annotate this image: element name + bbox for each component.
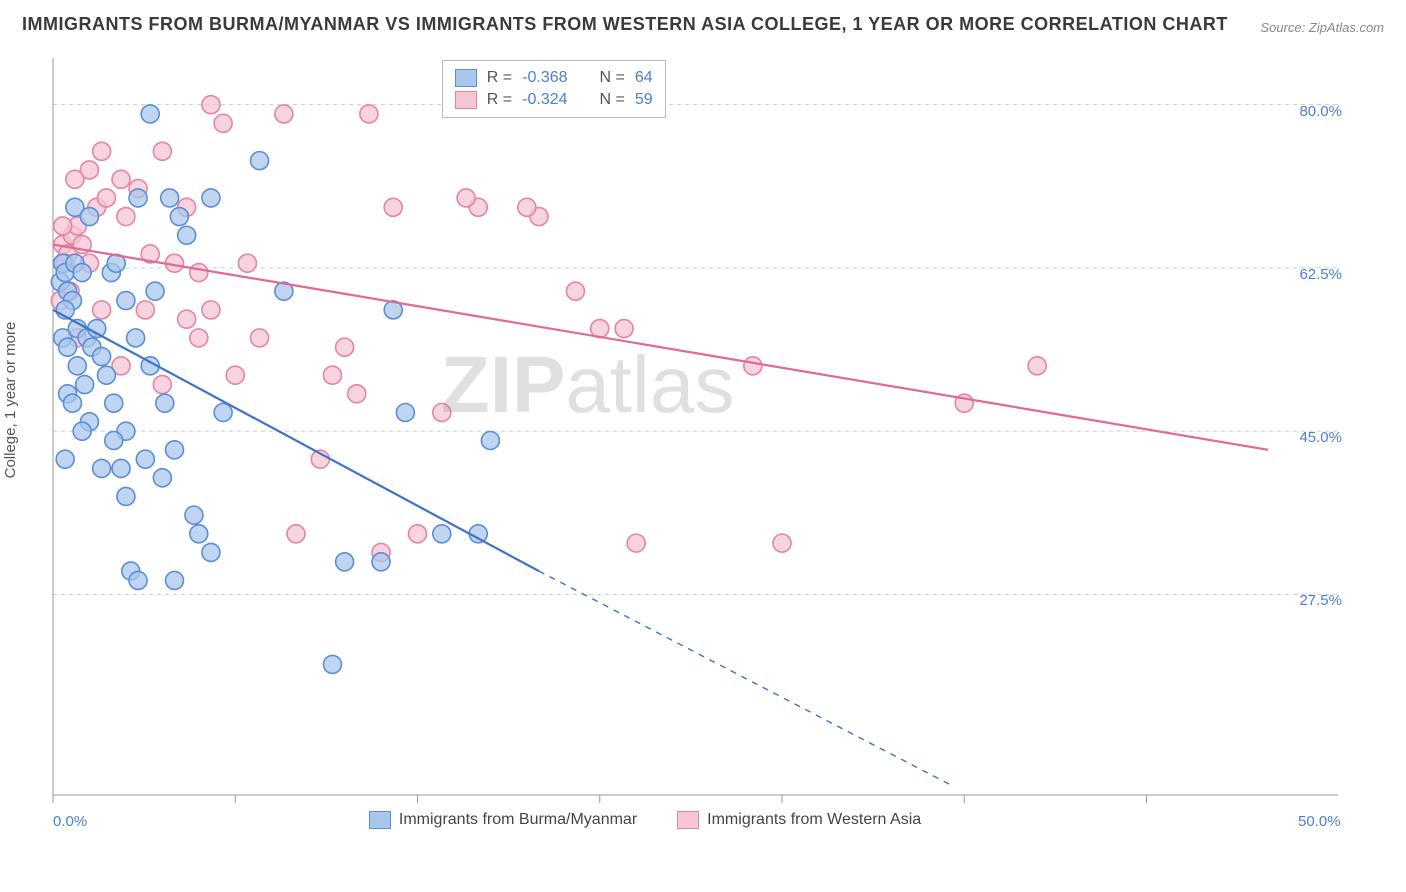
swatch-blue [369,811,391,829]
series-legend: Immigrants from Burma/Myanmar Immigrants… [369,811,921,829]
series-name-pink: Immigrants from Western Asia [707,811,921,829]
r-label: R = [487,67,512,89]
legend-item-blue: Immigrants from Burma/Myanmar [369,811,637,829]
swatch-pink [677,811,699,829]
scatter-plot [48,50,1348,840]
r-value-blue: -0.368 [522,67,567,89]
r-value-pink: -0.324 [522,89,567,111]
y-tick-label: 45.0% [1299,429,1342,446]
series-name-blue: Immigrants from Burma/Myanmar [399,811,637,829]
source-attribution: Source: ZipAtlas.com [1260,20,1384,35]
x-tick-label: 0.0% [53,813,87,830]
n-label: N = [600,89,625,111]
n-label: N = [600,67,625,89]
legend-item-pink: Immigrants from Western Asia [677,811,921,829]
swatch-pink [455,91,477,109]
y-tick-label: 62.5% [1299,266,1342,283]
y-tick-label: 80.0% [1299,103,1342,120]
legend-row-blue: R = -0.368 N = 64 [455,67,653,89]
chart-title: IMMIGRANTS FROM BURMA/MYANMAR VS IMMIGRA… [22,14,1228,35]
y-tick-label: 27.5% [1299,592,1342,609]
r-label: R = [487,89,512,111]
swatch-blue [455,69,477,87]
y-axis-label: College, 1 year or more [2,322,19,479]
correlation-legend: R = -0.368 N = 64 R = -0.324 N = 59 [442,60,666,118]
n-value-pink: 59 [635,89,653,111]
chart-area: ZIPatlas R = -0.368 N = 64 R = -0.324 N … [48,50,1348,840]
x-tick-label: 50.0% [1298,813,1341,830]
n-value-blue: 64 [635,67,653,89]
legend-row-pink: R = -0.324 N = 59 [455,89,653,111]
